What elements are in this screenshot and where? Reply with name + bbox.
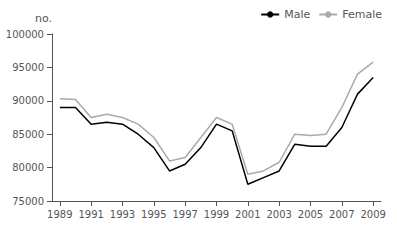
svg-text:2009: 2009 [360, 209, 385, 220]
svg-text:85000: 85000 [12, 129, 44, 140]
svg-text:2001: 2001 [235, 209, 260, 220]
svg-text:1991: 1991 [78, 209, 103, 220]
svg-text:75000: 75000 [12, 196, 44, 207]
svg-text:1989: 1989 [47, 209, 72, 220]
svg-text:1997: 1997 [172, 209, 197, 220]
svg-text:2007: 2007 [329, 209, 354, 220]
svg-text:Male: Male [284, 8, 310, 21]
svg-text:1999: 1999 [204, 209, 229, 220]
svg-text:1993: 1993 [110, 209, 135, 220]
svg-text:1995: 1995 [141, 209, 166, 220]
svg-text:2003: 2003 [266, 209, 291, 220]
svg-text:Female: Female [342, 8, 382, 21]
svg-text:100000: 100000 [6, 29, 44, 40]
svg-text:80000: 80000 [12, 162, 44, 173]
svg-text:2005: 2005 [298, 209, 323, 220]
svg-text:95000: 95000 [12, 62, 44, 73]
svg-text:no.: no. [35, 12, 52, 25]
svg-text:90000: 90000 [12, 95, 44, 106]
